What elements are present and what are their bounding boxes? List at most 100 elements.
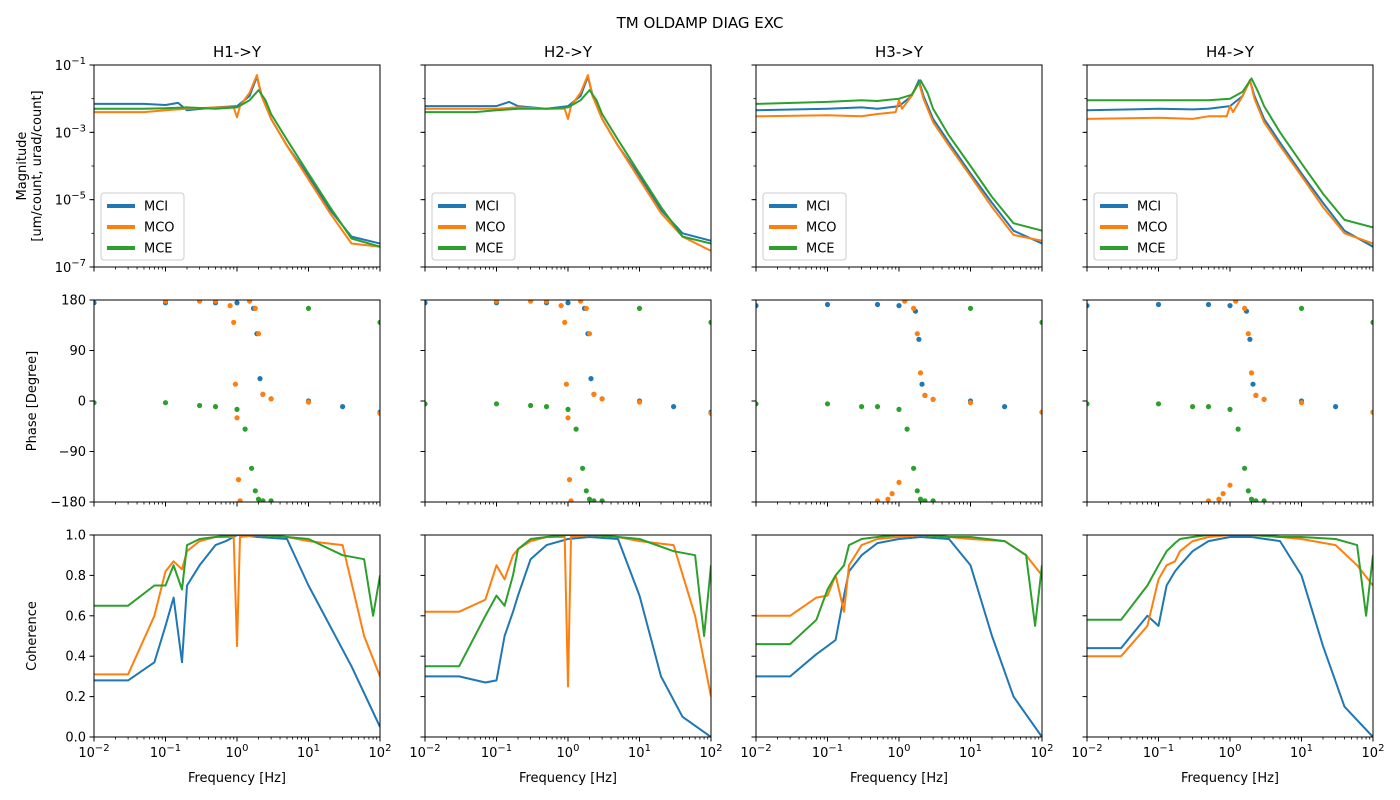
legend-label-mci: MCI xyxy=(806,200,830,215)
phase-point-mco xyxy=(162,300,169,304)
phase-point-mce xyxy=(94,400,97,406)
y-tick-label: 10−3 xyxy=(55,123,86,141)
coherence-line-mce xyxy=(756,535,1042,646)
phase-point-mco xyxy=(305,399,312,405)
phase-point-mco xyxy=(197,300,203,304)
x-tick-label: 10−2 xyxy=(740,743,771,761)
phase-point-mce xyxy=(922,498,928,502)
phase-point-mce xyxy=(234,406,240,412)
phase-point-mco xyxy=(911,305,917,311)
x-tick-label: 101 xyxy=(959,743,982,761)
phase-point-mco xyxy=(874,498,881,502)
x-tick-label: 10−2 xyxy=(78,743,109,761)
x-tick-label: 100 xyxy=(226,743,249,761)
phase-point-mce xyxy=(377,319,380,325)
phase-point-mci xyxy=(896,303,902,309)
plot-area-h1-y-phase xyxy=(94,300,380,502)
y-tick-label: 10−5 xyxy=(55,191,86,209)
phase-point-mco xyxy=(237,498,243,502)
y-axis-label-phase: Phase [Degree] xyxy=(25,351,40,451)
phase-point-mce xyxy=(1370,319,1373,325)
phase-point-mce xyxy=(573,426,579,432)
phase-series-mco xyxy=(162,300,380,502)
phase-point-mco xyxy=(493,300,500,304)
legend-box xyxy=(1093,192,1178,261)
phase-point-mci xyxy=(1227,303,1233,309)
phase-point-mco xyxy=(1220,491,1226,497)
phase-point-mci xyxy=(1087,303,1090,309)
x-tick-label: 101 xyxy=(1290,743,1313,761)
phase-point-mce xyxy=(1261,498,1267,502)
phase-point-mce xyxy=(1248,496,1255,502)
phase-point-mce xyxy=(636,305,643,311)
x-tick-label: 100 xyxy=(888,743,911,761)
phase-point-mco xyxy=(568,498,574,502)
x-tick-label: 102 xyxy=(700,743,723,761)
phase-point-mco xyxy=(562,319,568,325)
x-axis-label: Frequency [Hz] xyxy=(519,771,617,786)
coherence-line-mce xyxy=(425,535,711,668)
phase-point-mco xyxy=(1227,482,1233,488)
x-tick-label: 10−2 xyxy=(409,743,440,761)
phase-series-mco xyxy=(493,300,711,502)
coherence-line-mce xyxy=(94,535,380,617)
magnitude-line-mco xyxy=(425,74,711,252)
phase-point-mco xyxy=(599,396,605,402)
legend-label-mco: MCO xyxy=(475,221,506,236)
phase-point-mce xyxy=(260,498,266,502)
phase-point-mco xyxy=(1242,305,1248,311)
phase-point-mce xyxy=(242,426,248,432)
phase-point-mci xyxy=(588,376,594,382)
magnitude-line-mco xyxy=(1087,79,1373,245)
plot-area-h2-y-coherence xyxy=(425,535,711,737)
y-tick-label: 0.0 xyxy=(65,731,86,746)
x-tick-label: 10−1 xyxy=(481,743,512,761)
phase-point-mce xyxy=(930,498,936,502)
phase-point-mce xyxy=(859,404,865,410)
phase-series-mce xyxy=(425,305,711,502)
figure-title: TM OLDAMP DIAG EXC xyxy=(616,14,784,32)
phase-point-mce xyxy=(896,406,902,412)
phase-series-mco xyxy=(1205,300,1373,502)
plot-area-h2-y-phase xyxy=(425,300,711,502)
phase-point-mco xyxy=(566,477,573,483)
legend-label-mco: MCO xyxy=(144,221,175,236)
phase-point-mce xyxy=(1242,465,1248,471)
x-tick-label: 100 xyxy=(1219,743,1242,761)
magnitude-line-mce xyxy=(425,89,711,245)
phase-point-mce xyxy=(1039,319,1042,325)
phase-point-mco xyxy=(247,300,253,304)
phase-point-mci xyxy=(874,301,881,308)
phase-point-mce xyxy=(305,305,312,311)
panel-title-h1-y: H1->Y xyxy=(213,43,262,61)
phase-point-mco xyxy=(967,400,974,406)
phase-point-mci xyxy=(756,303,759,309)
legend-box xyxy=(100,192,185,261)
phase-point-mce xyxy=(904,426,910,432)
phase-point-mci xyxy=(1247,336,1253,342)
phase-point-mci xyxy=(340,404,346,410)
phase-point-mce xyxy=(756,401,759,407)
phase-point-mco xyxy=(231,319,237,325)
phase-point-mco xyxy=(543,300,550,304)
y-axis-label-coherence: Coherence xyxy=(25,601,40,671)
phase-point-mci xyxy=(1155,301,1162,308)
phase-point-mce xyxy=(255,496,262,502)
phase-point-mco xyxy=(708,410,711,416)
axes-h3-y-magnitude: MCI MCO MCE xyxy=(751,64,1043,272)
phase-point-mce xyxy=(874,404,881,410)
phase-point-mco xyxy=(252,305,258,311)
phase-point-mco xyxy=(930,396,936,402)
y-tick-label: 0.2 xyxy=(65,690,86,705)
y-tick-label: 0.6 xyxy=(65,609,86,624)
coherence-line-mci xyxy=(1087,536,1373,737)
phase-point-mco xyxy=(255,331,262,337)
phase-point-mco xyxy=(578,300,584,304)
legend-label-mco: MCO xyxy=(1137,221,1168,236)
plot-area-h1-y-coherence xyxy=(94,535,380,728)
phase-point-mco xyxy=(591,391,597,397)
y-tick-label: 10−7 xyxy=(55,258,86,276)
legend-box xyxy=(431,192,516,261)
coherence-line-mce xyxy=(1087,535,1373,621)
phase-point-mco xyxy=(234,415,240,421)
